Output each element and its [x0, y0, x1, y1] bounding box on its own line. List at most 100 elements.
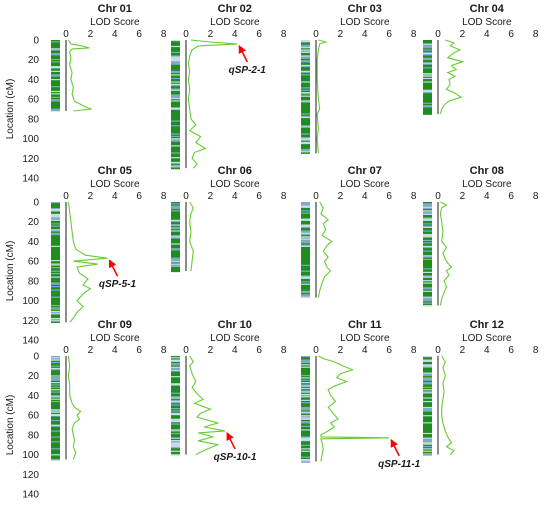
- marker-stripe: [171, 204, 180, 206]
- marker-stripe: [51, 367, 60, 370]
- marker-stripe: [51, 63, 60, 66]
- marker-stripe: [423, 47, 432, 49]
- marker-stripe: [51, 437, 60, 440]
- panel-title: Chr 07: [348, 165, 382, 177]
- marker-stripe: [51, 444, 60, 447]
- marker-stripe: [51, 277, 60, 280]
- marker-stripe: [301, 40, 310, 42]
- x-tick-label: 2: [88, 345, 94, 356]
- marker-stripe: [51, 276, 60, 279]
- x-tick-label: 4: [112, 29, 118, 40]
- marker-stripe: [301, 138, 310, 140]
- marker-stripe: [301, 398, 310, 401]
- marker-stripe: [171, 357, 180, 359]
- marker-stripe: [171, 402, 180, 404]
- marker-stripe: [423, 57, 432, 60]
- marker-stripe: [423, 113, 432, 115]
- x-axis-label: LOD Score: [210, 179, 260, 190]
- marker-stripe: [423, 222, 432, 224]
- marker-stripe: [51, 423, 60, 425]
- marker-stripe: [51, 60, 60, 62]
- marker-stripe: [301, 391, 310, 393]
- marker-stripe: [423, 108, 432, 111]
- marker-stripe: [423, 300, 432, 302]
- x-tick-label: 4: [232, 29, 238, 40]
- marker-stripe: [171, 403, 180, 405]
- marker-stripe: [423, 376, 432, 378]
- marker-stripe: [171, 109, 180, 112]
- marker-stripe: [51, 84, 60, 87]
- marker-stripe: [171, 124, 180, 126]
- qtl-label: qSP-11-1: [378, 459, 420, 470]
- y-tick-label: 20: [28, 217, 40, 228]
- marker-stripe: [51, 358, 60, 360]
- marker-stripe: [423, 405, 432, 408]
- marker-stripe: [423, 385, 432, 388]
- marker-stripe: [171, 107, 180, 109]
- marker-stripe: [171, 108, 180, 111]
- marker-stripe: [171, 421, 180, 423]
- marker-stripe: [301, 406, 310, 409]
- marker-stripe: [301, 461, 310, 463]
- marker-stripe: [51, 55, 60, 57]
- marker-stripe: [423, 451, 432, 454]
- lod-curve: [439, 39, 465, 115]
- marker-stripe: [171, 406, 180, 409]
- x-axis-label: LOD Score: [340, 333, 390, 344]
- marker-stripe: [301, 74, 310, 76]
- marker-stripe: [423, 367, 432, 370]
- marker-stripe: [423, 73, 432, 75]
- marker-stripe: [51, 402, 60, 404]
- marker-stripe: [423, 399, 432, 402]
- marker-stripe: [171, 79, 180, 81]
- marker-stripe: [171, 442, 180, 444]
- marker-stripe: [423, 400, 432, 403]
- x-axis-label: LOD Score: [462, 17, 512, 28]
- marker-bar: [51, 356, 60, 461]
- marker-stripe: [301, 73, 310, 75]
- marker-stripe: [301, 432, 310, 435]
- marker-stripe: [423, 366, 432, 369]
- marker-stripe: [301, 254, 310, 256]
- lod-curve: [67, 39, 92, 112]
- marker-stripe: [171, 155, 180, 158]
- marker-stripe: [51, 43, 60, 46]
- marker-stripe: [301, 454, 310, 456]
- marker-stripe: [301, 448, 310, 450]
- marker-stripe: [301, 225, 310, 228]
- marker-stripe: [423, 251, 432, 254]
- marker-stripe: [301, 43, 310, 46]
- marker-stripe: [301, 278, 310, 281]
- marker-stripe: [423, 297, 432, 300]
- marker-stripe: [51, 451, 60, 454]
- marker-stripe: [301, 231, 310, 234]
- y-tick-label: 100: [22, 450, 39, 461]
- marker-stripe: [51, 261, 60, 263]
- marker-stripe: [423, 277, 432, 280]
- panel-title: Chr 09: [98, 319, 132, 331]
- marker-stripe: [301, 49, 310, 51]
- marker-stripe: [51, 96, 60, 99]
- marker-stripe: [51, 405, 60, 408]
- marker-stripe: [423, 411, 432, 414]
- marker-stripe: [51, 66, 60, 68]
- marker-stripe: [171, 418, 180, 421]
- marker-stripe: [301, 382, 310, 384]
- y-tick-label: 80: [28, 114, 40, 125]
- marker-stripe: [423, 69, 432, 72]
- marker-stripe: [301, 135, 310, 138]
- x-tick-label: 8: [533, 191, 539, 202]
- marker-stripe: [51, 274, 60, 276]
- marker-stripe: [301, 373, 310, 376]
- marker-stripe: [51, 415, 60, 417]
- marker-stripe: [171, 424, 180, 427]
- x-tick-label: 2: [460, 345, 466, 356]
- marker-stripe: [301, 264, 310, 267]
- marker-stripe: [423, 206, 432, 209]
- marker-stripe: [423, 383, 432, 385]
- marker-stripe: [423, 95, 432, 98]
- marker-stripe: [51, 314, 60, 316]
- marker-stripe: [171, 213, 180, 216]
- marker-stripe: [423, 282, 432, 284]
- marker-stripe: [51, 438, 60, 441]
